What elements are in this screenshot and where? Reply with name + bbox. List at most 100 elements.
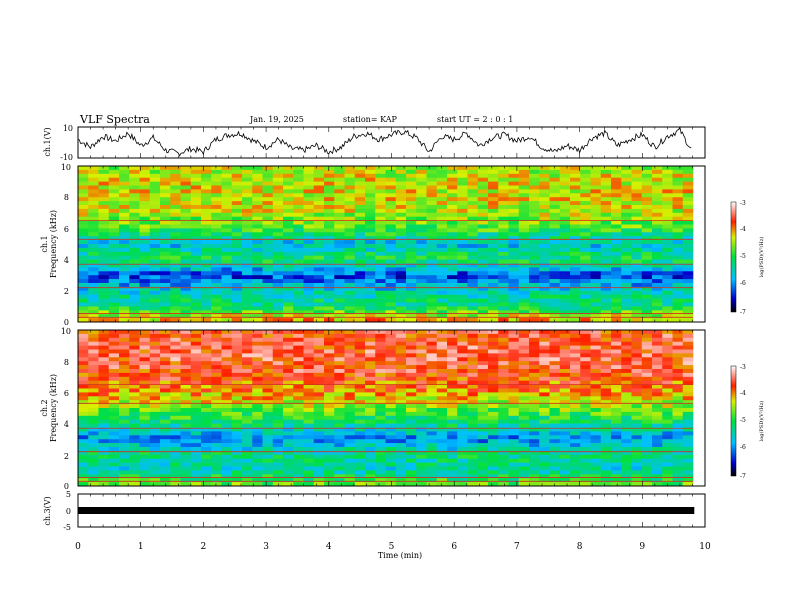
spectrogram-cell <box>611 208 622 214</box>
spectrogram-cell <box>672 365 684 370</box>
spectrogram-cell <box>252 462 263 467</box>
spectrogram-cell <box>518 166 530 171</box>
spectrogram-cell <box>262 298 274 303</box>
spectrogram-cell <box>313 298 325 303</box>
spectrogram-cell <box>426 177 438 182</box>
spectrogram-cell <box>180 361 192 366</box>
spectrogram-cell <box>416 310 427 315</box>
spectrogram-cell <box>559 443 571 448</box>
spectrogram-cell <box>88 166 99 171</box>
spectrogram-cell <box>426 419 438 424</box>
spectrogram-cell <box>88 244 99 249</box>
spectrogram-cell <box>303 259 315 264</box>
spectrogram-cell <box>600 247 612 253</box>
spectrogram-cell <box>334 333 345 339</box>
spectrogram-cell <box>344 337 356 342</box>
spectrogram-cell <box>570 396 581 401</box>
start-time-label: start UT = 2 : 0 : 1 <box>437 115 513 124</box>
spectrogram-cell <box>108 384 120 389</box>
spectrogram-cell <box>518 201 530 206</box>
spectrogram-cell <box>98 302 110 307</box>
spectrogram-cell <box>242 232 253 237</box>
spectrogram-cell <box>436 380 448 385</box>
spectrogram-cell <box>354 181 366 186</box>
spectrogram-cell <box>518 193 530 198</box>
spectrogram-cell <box>406 415 417 420</box>
spectrogram-cell <box>395 267 407 272</box>
spectrogram-cell <box>160 310 171 315</box>
spectrogram-cell <box>129 294 140 299</box>
spectrogram-cell <box>160 447 171 452</box>
spectrogram-cell <box>590 169 602 175</box>
spectrogram-cell <box>324 205 335 210</box>
spectrogram-cell <box>354 212 366 217</box>
spectrogram-cell <box>324 450 335 456</box>
spectrogram-cell <box>580 275 591 280</box>
spectrogram-cell <box>242 275 253 280</box>
spectrogram-cell <box>190 372 202 378</box>
spectrogram-cell <box>662 427 673 432</box>
spectrogram-cell <box>447 310 458 315</box>
spectrogram-cell <box>139 447 151 452</box>
spectrogram-cell <box>262 290 274 295</box>
spectrogram-cell <box>518 212 530 217</box>
spectrogram-cell <box>518 314 530 319</box>
spectrogram-cell <box>283 240 294 245</box>
spectrogram-cell <box>467 361 479 366</box>
spectrogram-cell <box>129 447 140 452</box>
spectrogram-cell <box>621 365 632 370</box>
spectrogram-cell <box>447 396 458 401</box>
spectrogram-cell <box>590 333 602 339</box>
spectrogram-cell <box>539 466 550 471</box>
spectrogram-cell <box>447 427 458 432</box>
spectrogram-cell <box>231 423 243 428</box>
spectrogram-cell <box>498 244 509 249</box>
spectrogram-cell <box>190 283 202 288</box>
spectrogram-cell <box>641 435 653 440</box>
spectrogram-cell <box>180 298 192 303</box>
spectrogram-cell <box>262 423 274 428</box>
spectrogram-cell <box>672 279 684 284</box>
spectrogram-cell <box>395 361 407 366</box>
spectrogram-cell <box>508 454 520 459</box>
spectrogram-cell <box>385 408 397 413</box>
spectrogram-cell <box>334 181 345 186</box>
spectrogram-cell <box>447 228 458 233</box>
spectrogram-cell <box>160 482 171 487</box>
spectrogram-cell <box>231 392 243 397</box>
spectrogram-cell <box>129 470 140 475</box>
spectrogram-cell <box>108 247 120 253</box>
spectrogram-cell <box>303 458 315 463</box>
spectrogram-cell <box>108 302 120 307</box>
spectrogram-cell <box>231 216 243 221</box>
spectrogram-cell <box>313 349 325 354</box>
spectrogram-cell <box>242 251 253 256</box>
spectrogram-cell <box>119 396 130 401</box>
spectrogram-cell <box>354 240 366 245</box>
spectrogram-cell <box>108 427 120 432</box>
spectrogram-cell <box>395 298 407 303</box>
spectrogram-cell <box>119 357 130 362</box>
spectrogram-cell <box>139 318 151 323</box>
spectrogram-cell <box>406 193 417 198</box>
spectrogram-cell <box>344 431 356 436</box>
spectrogram-cell <box>211 177 222 182</box>
spectrogram-cell <box>180 173 192 178</box>
spectrogram-cell <box>303 236 315 241</box>
spectrogram-cell <box>303 447 315 452</box>
spectrogram-cell <box>201 232 212 237</box>
spectrogram-cell <box>139 380 151 385</box>
spectrogram-cell <box>365 380 376 385</box>
spectrogram-cell <box>600 419 612 424</box>
spectrogram-cell <box>518 427 530 432</box>
spectrogram-cell <box>211 478 222 483</box>
spectrogram-cell <box>549 376 561 381</box>
spectrogram-cell <box>457 286 468 292</box>
spectrogram-cell <box>416 177 427 182</box>
spectrogram-cell <box>180 177 192 182</box>
spectrogram-cell <box>477 482 489 487</box>
spectrogram-cell <box>621 189 632 194</box>
spectrogram-cell <box>395 173 407 178</box>
spectrogram-cell <box>324 216 335 221</box>
spectrogram-cell <box>129 166 140 171</box>
